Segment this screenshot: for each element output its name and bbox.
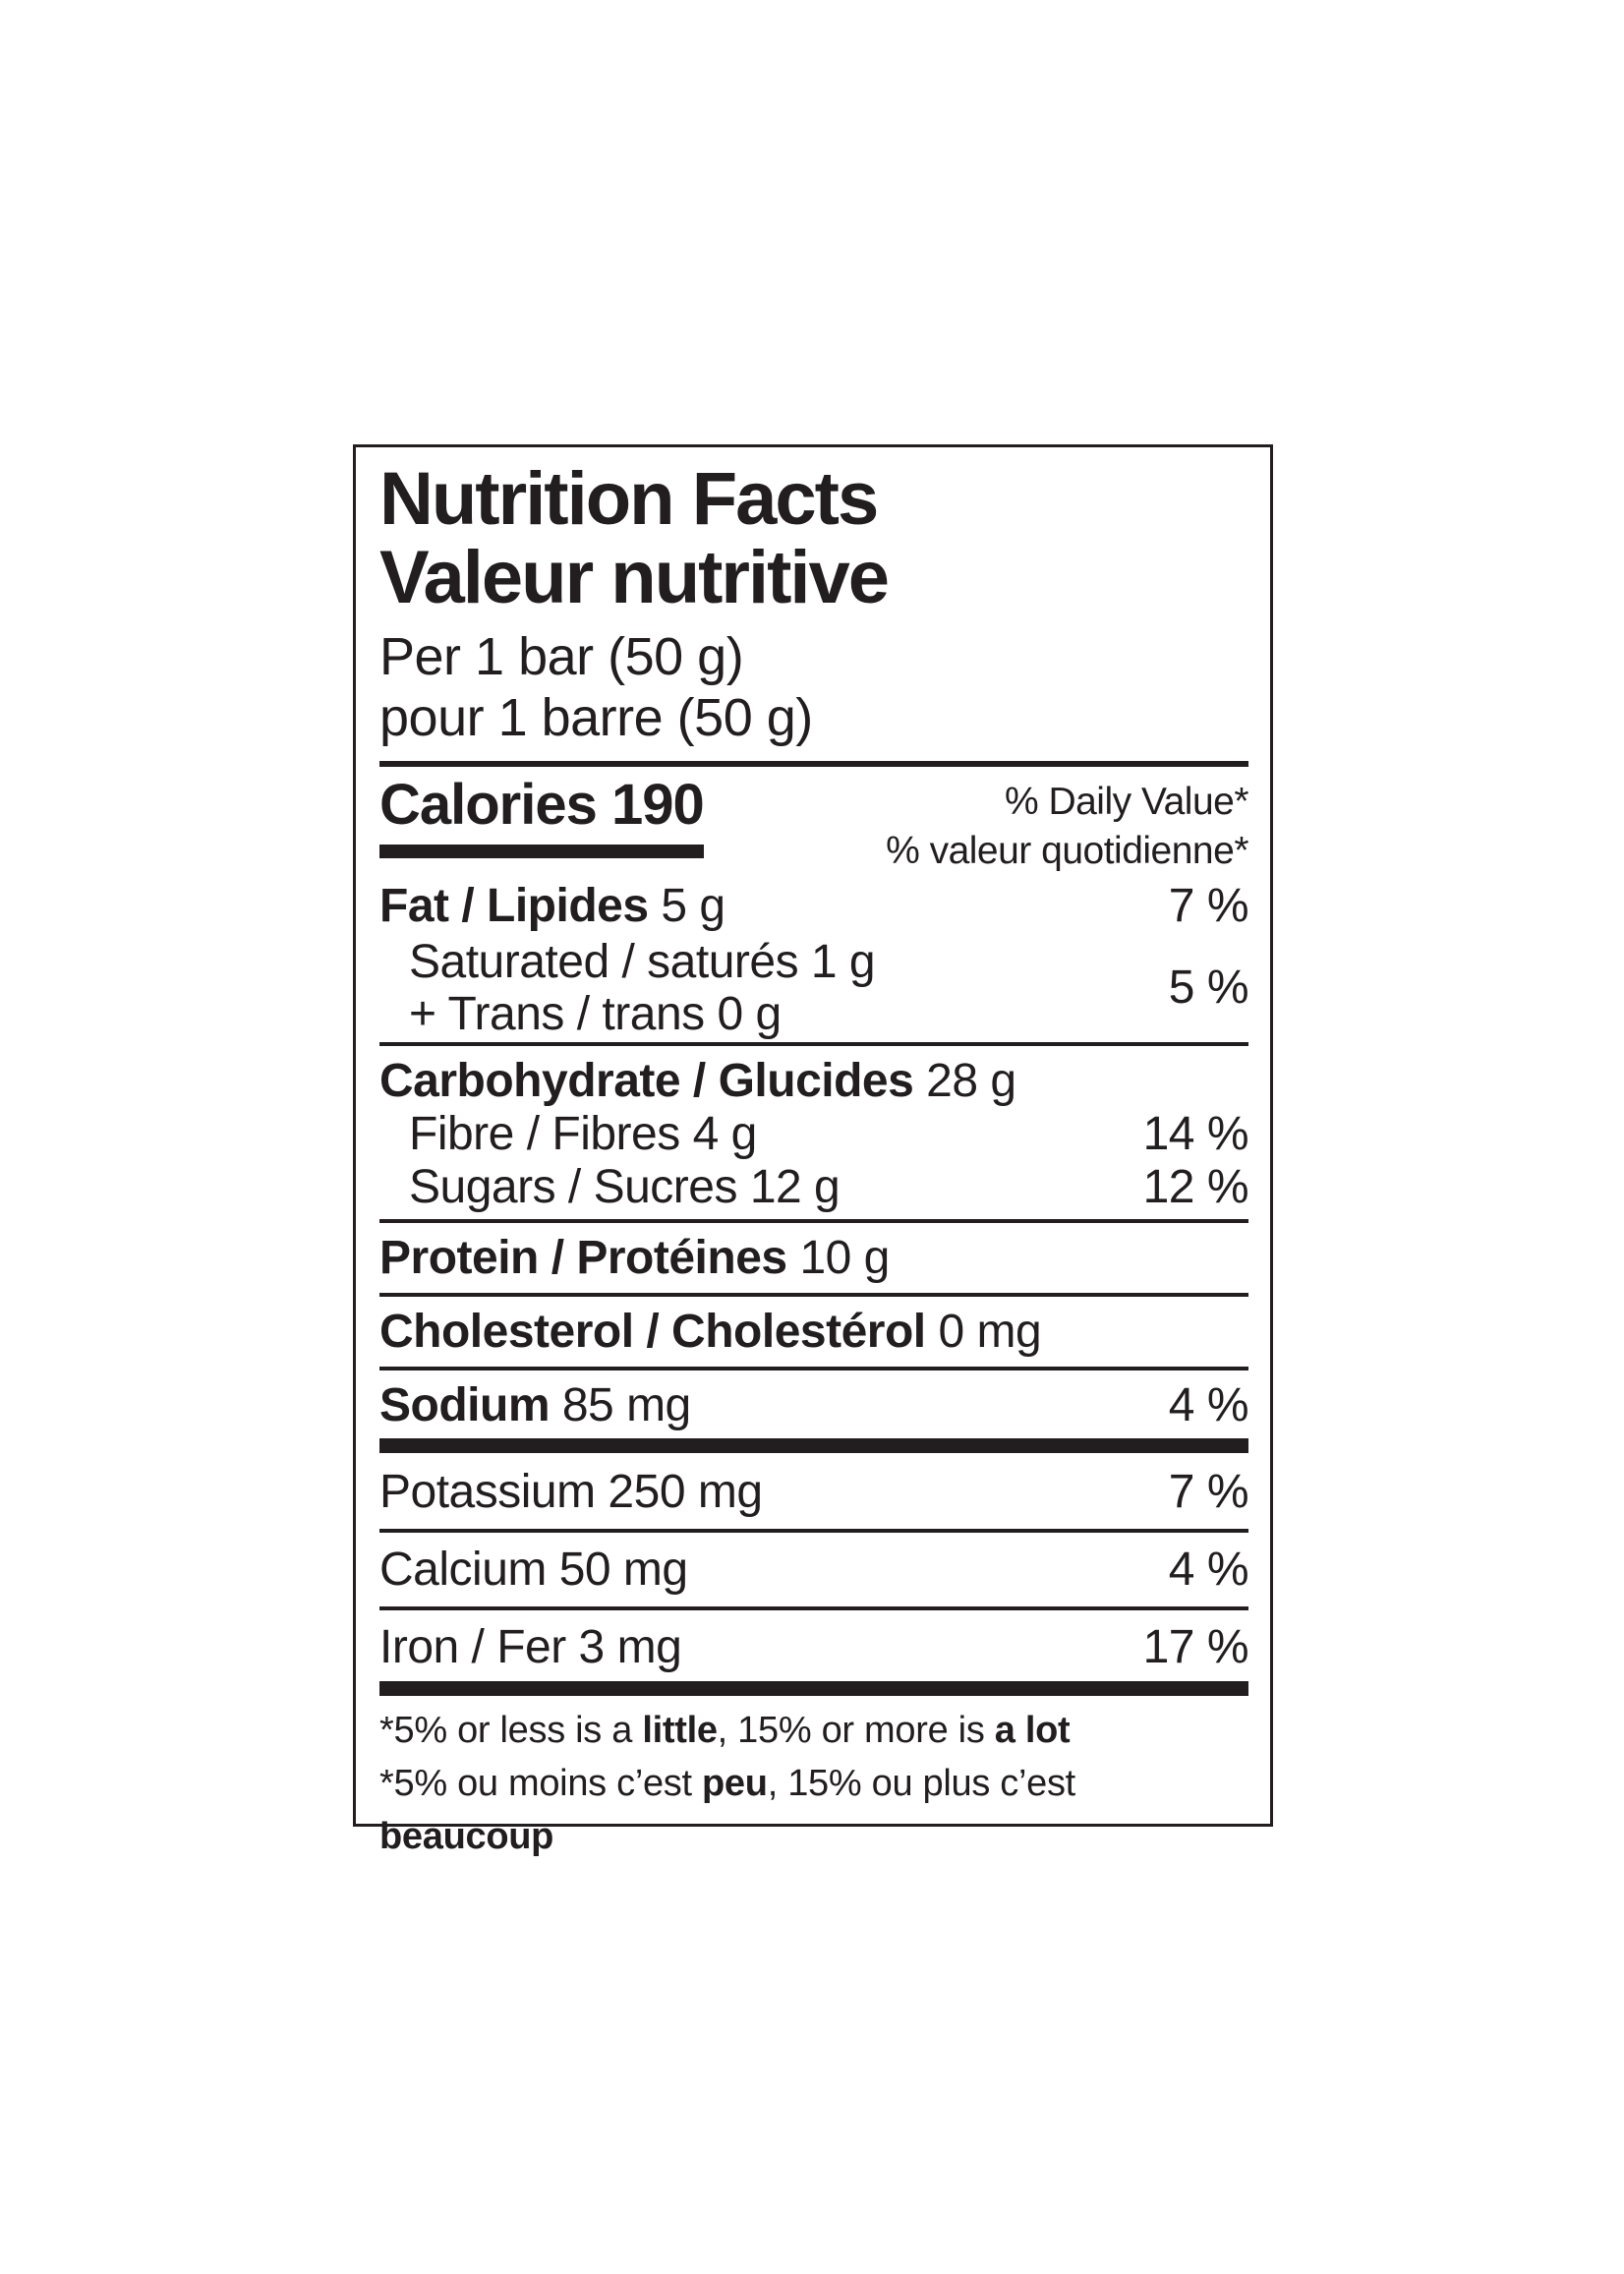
footnote-en-alot: a lot (994, 1710, 1071, 1751)
row-saturated-trans: Saturated / saturés 1 g + Trans / trans … (379, 932, 1249, 1042)
protein-label: Protein / Protéines 10 g (379, 1233, 890, 1284)
footnote-en: *5% or less is a little, 15% or more is … (379, 1704, 1248, 1757)
row-protein: Protein / Protéines 10 g (379, 1223, 1248, 1293)
cholesterol-name: Cholesterol / Cholestérol (379, 1306, 926, 1358)
fibre-daily-value: 14 % (1142, 1108, 1249, 1160)
thick-divider (379, 1438, 1248, 1453)
row-iron: Iron / Fer 3 mg 17 % (379, 1610, 1249, 1681)
carbohydrate-label: Carbohydrate / Glucides 28 g (379, 1056, 1016, 1107)
iron-daily-value: 17 % (1142, 1621, 1249, 1673)
calories-underline-bar (379, 845, 704, 858)
divider (379, 1293, 1248, 1297)
row-sodium: Sodium 85 mg 4 % (379, 1370, 1249, 1438)
serving-size-fr: pour 1 barre (50 g) (379, 688, 813, 747)
sugars-daily-value: 12 % (1142, 1161, 1249, 1213)
daily-value-heading: % Daily Value* % valeur quotidienne* (886, 775, 1248, 876)
fibre-label: Fibre / Fibres 4 g (409, 1108, 757, 1160)
calories-block: Calories 190 (379, 773, 705, 858)
row-sugars: Sugars / Sucres 12 g 12 % (379, 1160, 1249, 1219)
calcium-label: Calcium 50 mg (379, 1544, 688, 1596)
potassium-daily-value: 7 % (1168, 1466, 1249, 1518)
title-en: Nutrition Facts (379, 457, 879, 541)
sodium-daily-value: 4 % (1168, 1379, 1249, 1431)
serving-size-en: Per 1 bar (50 g) (379, 627, 744, 686)
footnote-en-mid: , 15% or more is (717, 1710, 995, 1751)
footnote-en-little: little (642, 1710, 718, 1751)
thick-divider (379, 1681, 1248, 1696)
calories-text: Calories 190 (379, 773, 705, 837)
potassium-label: Potassium 250 mg (379, 1466, 763, 1518)
divider (379, 1219, 1248, 1223)
divider (379, 1042, 1248, 1046)
divider (379, 1367, 1248, 1370)
fat-daily-value: 7 % (1168, 880, 1249, 932)
calories-word: Calories (379, 773, 598, 837)
daily-value-heading-en: % Daily Value* (1004, 781, 1249, 823)
fat-label: Fat / Lipides 5 g (379, 881, 725, 932)
saturated-trans-daily-value: 5 % (1168, 962, 1249, 1014)
nutrition-facts-label: Nutrition Facts Valeur nutritive Per 1 b… (353, 444, 1273, 1857)
calories-section: Calories 190 % Daily Value* % valeur quo… (379, 775, 1248, 875)
sodium-name: Sodium (379, 1379, 551, 1431)
daily-value-heading-fr: % valeur quotidienne* (886, 830, 1248, 872)
saturated-line: Saturated / saturés 1 g (409, 936, 876, 988)
sodium-amount: 85 mg (561, 1379, 691, 1431)
trans-line: + Trans / trans 0 g (409, 988, 782, 1040)
fat-name: Fat / Lipides (379, 880, 649, 932)
footnote-fr: *5% ou moins c’est peu, 15% ou plus c’es… (379, 1757, 1248, 1863)
protein-amount: 10 g (799, 1232, 890, 1284)
footnote-en-pre: *5% or less is a (379, 1710, 643, 1751)
carbohydrate-name: Carbohydrate / Glucides (379, 1055, 914, 1107)
calories-value: 190 (611, 773, 705, 837)
saturated-trans-label: Saturated / saturés 1 g + Trans / trans … (379, 936, 876, 1040)
fat-amount: 5 g (661, 880, 725, 932)
row-fat: Fat / Lipides 5 g 7 % (379, 875, 1249, 932)
cholesterol-amount: 0 mg (938, 1306, 1042, 1358)
divider (379, 1606, 1248, 1610)
row-cholesterol: Cholesterol / Cholestérol 0 mg (379, 1297, 1248, 1367)
sodium-label: Sodium 85 mg (379, 1380, 691, 1431)
sugars-label: Sugars / Sucres 12 g (409, 1161, 841, 1213)
divider (379, 1529, 1248, 1533)
carbohydrate-amount: 28 g (926, 1055, 1016, 1107)
row-fibre: Fibre / Fibres 4 g 14 % (379, 1108, 1249, 1160)
divider-top (379, 761, 1248, 767)
cholesterol-label: Cholesterol / Cholestérol 0 mg (379, 1306, 1042, 1358)
footnote-fr-peu: peu (702, 1763, 768, 1804)
title-fr: Valeur nutritive (379, 536, 890, 619)
footnote-fr-pre: *5% ou moins c’est (379, 1763, 703, 1804)
row-carbohydrate: Carbohydrate / Glucides 28 g (379, 1046, 1248, 1109)
footnote-fr-mid: , 15% ou plus c’est (767, 1763, 1076, 1804)
footnote-fr-beaucoup: beaucoup (379, 1816, 554, 1857)
iron-label: Iron / Fer 3 mg (379, 1621, 682, 1673)
row-calcium: Calcium 50 mg 4 % (379, 1533, 1249, 1606)
protein-name: Protein / Protéines (379, 1232, 787, 1284)
calcium-daily-value: 4 % (1168, 1544, 1249, 1596)
row-potassium: Potassium 250 mg 7 % (379, 1453, 1249, 1529)
